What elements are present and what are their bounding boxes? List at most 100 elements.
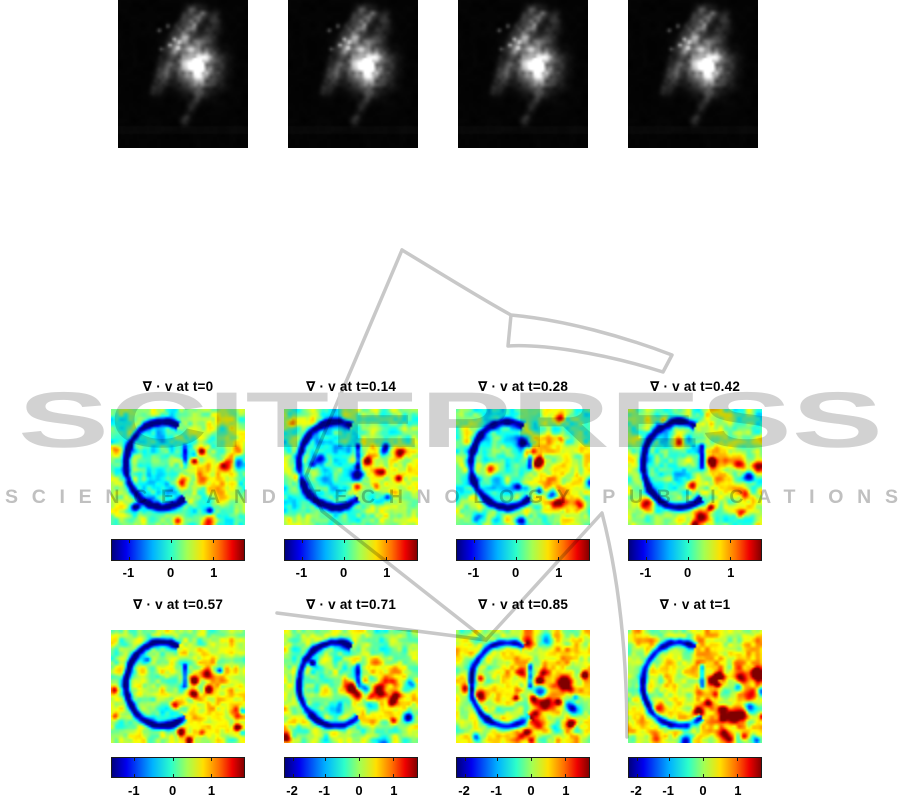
mr-frame-4 xyxy=(628,0,758,148)
colorbar-tick-mark xyxy=(358,758,360,761)
tick-label: 0 xyxy=(355,783,363,798)
colorbar-tick-mark xyxy=(702,758,704,761)
divergence-map-r2c3 xyxy=(456,630,590,743)
colorbar-tick-mark xyxy=(565,774,567,777)
panel-title-r2c3: ∇ · v at t=0.85 xyxy=(477,597,569,612)
tick-label: -1 xyxy=(639,565,652,580)
tick-label: 0 xyxy=(167,565,175,580)
colorbar-ticklabels-r1c4: -1 0 1 xyxy=(628,565,762,582)
tick-label: 0 xyxy=(169,783,177,798)
divergence-map-r2c4 xyxy=(628,630,762,743)
tick-label: 0 xyxy=(684,565,692,580)
tick-label: -2 xyxy=(286,783,298,798)
panel-title-r1c1: ∇ · v at t=0 xyxy=(142,379,214,394)
colorbar-tick-mark xyxy=(324,774,326,777)
colorbar-tick-mark xyxy=(737,774,739,777)
colorbar-tick-mark xyxy=(343,540,345,543)
colorbar-tick-mark xyxy=(737,758,739,761)
divergence-map-r1c2 xyxy=(284,409,418,525)
colorbar-r1c1 xyxy=(111,539,245,561)
colorbar-tick-mark xyxy=(558,557,560,560)
tick-label: -1 xyxy=(467,565,480,580)
colorbar-r2c1 xyxy=(111,757,245,778)
divergence-map-r2c2 xyxy=(284,630,418,743)
colorbar-ticklabels-r1c3: -1 0 1 xyxy=(456,565,590,582)
colorbar-tick-mark xyxy=(172,758,174,761)
panel-title-r2c4: ∇ · v at t=1 xyxy=(659,597,731,612)
colorbar-tick-mark xyxy=(170,557,172,560)
colorbar-tick-mark xyxy=(730,557,732,560)
colorbar-tick-mark xyxy=(302,540,304,543)
colorbar-tick-mark xyxy=(515,540,517,543)
colorbar-tick-mark xyxy=(702,774,704,777)
colorbar-r2c4 xyxy=(628,757,762,778)
colorbar-ticklabels-r1c1: -1 0 1 xyxy=(111,565,245,582)
panel-title-r1c3: ∇ · v at t=0.28 xyxy=(477,379,569,394)
colorbar-tick-mark xyxy=(687,540,689,543)
colorbar-tick-mark xyxy=(324,758,326,761)
colorbar-ticklabels-r1c2: -1 0 1 xyxy=(284,565,418,582)
colorbar-tick-mark xyxy=(358,774,360,777)
colorbar-ticklabels-r2c4: -2 -1 0 1 xyxy=(628,783,762,800)
colorbar-tick-mark xyxy=(636,758,638,761)
tick-label: -1 xyxy=(295,565,308,580)
tick-label: 1 xyxy=(207,783,216,798)
colorbar-tick-mark xyxy=(687,557,689,560)
tick-label: 0 xyxy=(340,565,348,580)
colorbar-tick-mark xyxy=(134,774,136,777)
colorbar-tick-mark xyxy=(129,557,131,560)
colorbar-tick-mark xyxy=(134,758,136,761)
colorbar-ticklabels-r2c2: -2 -1 0 1 xyxy=(284,783,418,800)
colorbar-tick-mark xyxy=(636,774,638,777)
colorbar-tick-mark xyxy=(530,758,532,761)
colorbar-r2c2 xyxy=(284,757,418,778)
colorbar-tick-mark xyxy=(211,774,212,777)
divergence-map-r1c1 xyxy=(111,409,245,525)
divergence-map-r1c3 xyxy=(456,409,590,525)
colorbar-r1c3 xyxy=(456,539,590,561)
colorbar-tick-mark xyxy=(530,774,532,777)
colorbar-r2c3 xyxy=(456,757,590,778)
divergence-map-r1c4 xyxy=(628,409,762,525)
mr-frame-1 xyxy=(118,0,248,148)
tick-label: -1 xyxy=(127,783,140,798)
colorbar-r1c2 xyxy=(284,539,418,561)
colorbar-tick-mark xyxy=(558,540,560,543)
tick-label: 1 xyxy=(390,783,398,798)
colorbar-tick-mark xyxy=(393,758,395,761)
tick-label: -2 xyxy=(458,783,470,798)
colorbar-tick-mark xyxy=(213,557,215,560)
divergence-map-r2c1 xyxy=(111,630,245,743)
colorbar-tick-mark xyxy=(343,557,345,560)
colorbar-tick-mark xyxy=(474,557,476,560)
tick-label: 0 xyxy=(512,565,520,580)
colorbar-tick-mark xyxy=(393,774,395,777)
colorbar-ticklabels-r2c3: -2 -1 0 1 xyxy=(456,783,590,800)
colorbar-tick-mark xyxy=(464,758,466,761)
colorbar-tick-mark xyxy=(474,540,476,543)
colorbar-tick-mark xyxy=(565,758,567,761)
colorbar-tick-mark xyxy=(730,540,732,543)
panel-title-r1c4: ∇ · v at t=0.42 xyxy=(649,379,741,394)
tick-label: -1 xyxy=(662,783,674,798)
colorbar-tick-mark xyxy=(646,540,648,543)
colorbar-tick-mark xyxy=(464,774,466,777)
colorbar-tick-mark xyxy=(386,557,388,560)
panel-title-r2c1: ∇ · v at t=0.57 xyxy=(132,597,224,612)
tick-label: 1 xyxy=(383,565,391,580)
colorbar-tick-mark xyxy=(213,540,215,543)
tick-label: 0 xyxy=(699,783,707,798)
tick-label: 1 xyxy=(210,565,218,580)
colorbar-tick-mark xyxy=(292,774,294,777)
colorbar-tick-mark xyxy=(129,540,131,543)
panel-title-r2c2: ∇ · v at t=0.71 xyxy=(305,597,397,612)
colorbar-tick-mark xyxy=(646,557,648,560)
colorbar-tick-mark xyxy=(496,758,498,761)
tick-label: 1 xyxy=(734,783,742,798)
colorbar-tick-mark xyxy=(302,557,304,560)
colorbar-r1c4 xyxy=(628,539,762,561)
tick-label: -1 xyxy=(122,565,135,580)
mr-frame-2 xyxy=(288,0,418,148)
tick-label: -2 xyxy=(630,783,642,798)
